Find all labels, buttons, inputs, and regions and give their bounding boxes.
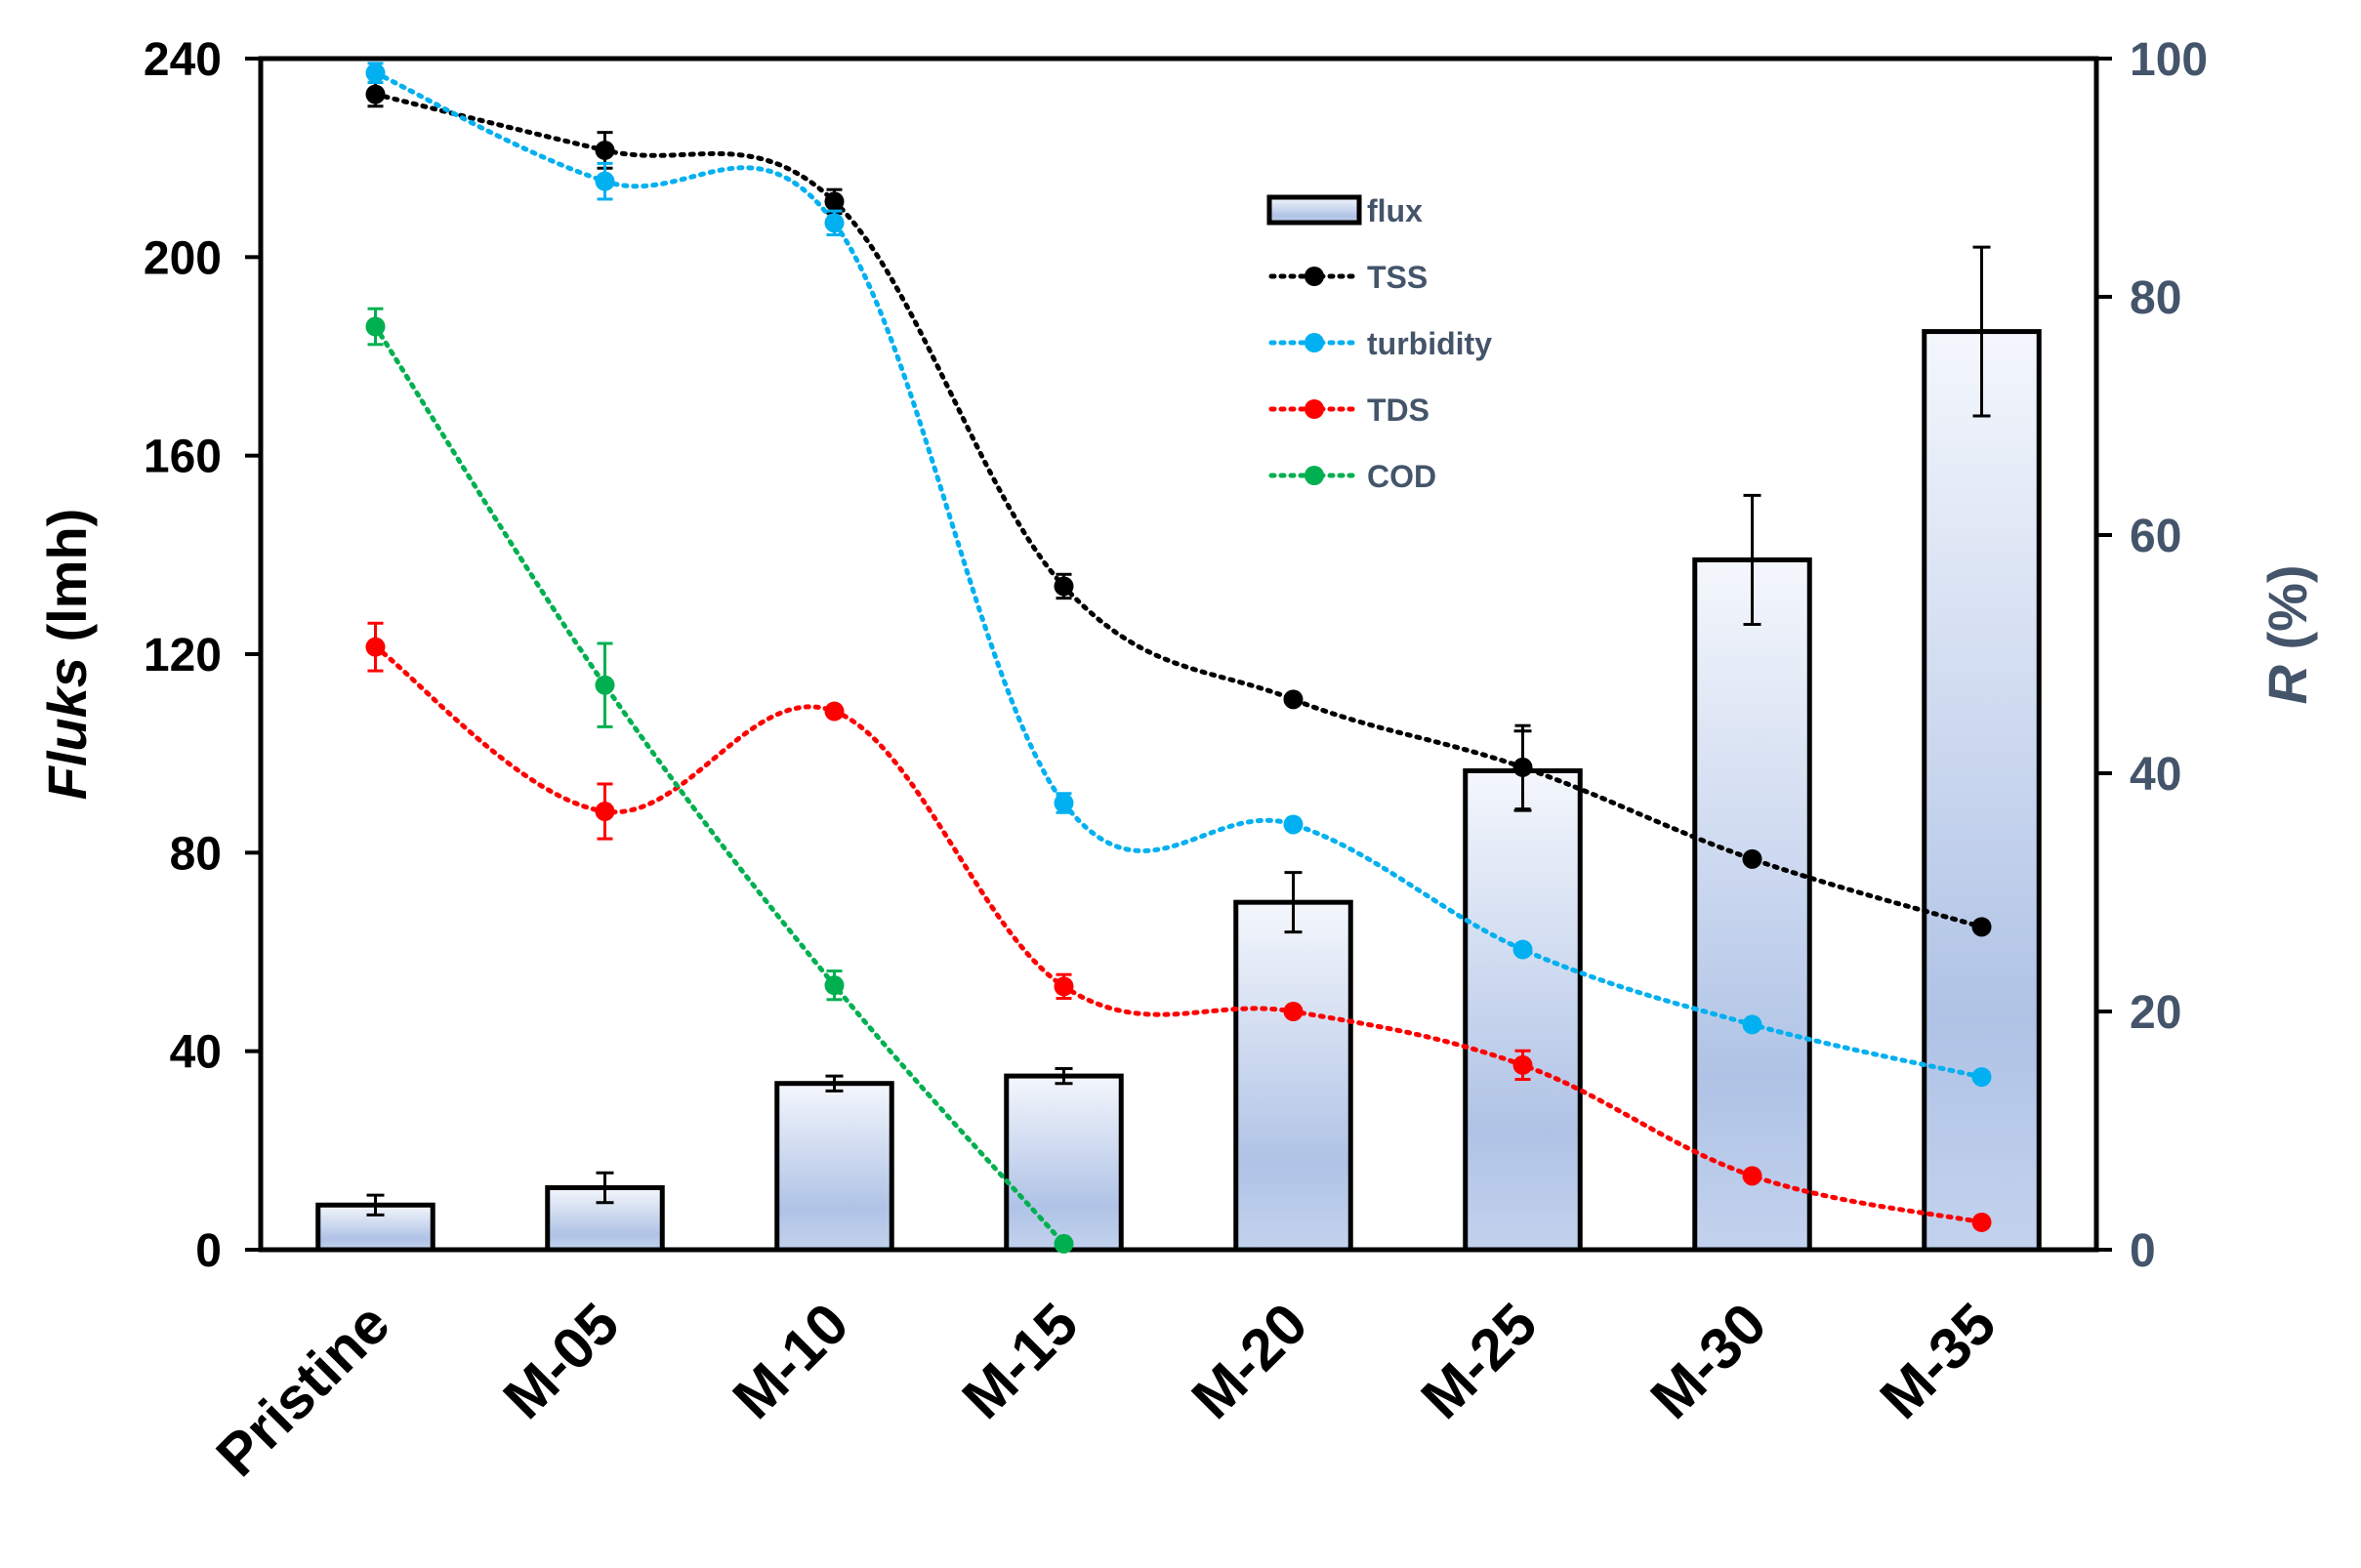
- bars-layer: [315, 245, 2042, 1253]
- tss-point-M-15: [1054, 576, 1074, 597]
- x-tick-M-25: M-25: [1409, 1291, 1550, 1431]
- tss-point-M-10: [824, 191, 845, 212]
- legend: flux TSS turbidity TDS COD: [1266, 193, 1492, 494]
- y-left-tick-120: 120: [144, 630, 222, 681]
- tds-point-M-05: [595, 802, 615, 822]
- y-axis-right-label: R (%): [2257, 564, 2318, 704]
- legend-swatch-marker: [1305, 267, 1324, 286]
- legend-item-tss: TSS: [1268, 260, 1428, 295]
- legend-label-tds: TDS: [1367, 392, 1429, 428]
- y-left-tick-160: 160: [144, 432, 222, 483]
- y-axis-left-label: Fluks (lmh): [36, 509, 98, 801]
- y-left-tick-200: 200: [144, 232, 222, 284]
- lines-layer: [365, 62, 1992, 1254]
- x-tick-M-20: M-20: [1180, 1291, 1320, 1431]
- tss-point-M-25: [1512, 757, 1533, 777]
- turbidity-point-M-10: [824, 213, 845, 233]
- flux-error-bar: [366, 1193, 385, 1217]
- x-tick-M-30: M-30: [1638, 1291, 1779, 1431]
- flux-bar-M-10: [774, 1081, 894, 1253]
- flux-error-bar: [1972, 245, 1991, 418]
- flux-error-bar: [1055, 1066, 1073, 1086]
- tss-point-M-30: [1742, 848, 1762, 869]
- flux-error-bar: [825, 1074, 844, 1093]
- tds-point-M-10: [824, 701, 845, 722]
- turbidity-point-M-15: [1054, 793, 1074, 813]
- turbidity-point-M-20: [1283, 814, 1304, 835]
- cod-point-M-15: [1054, 1233, 1074, 1254]
- turbidity-point-Pristine: [365, 62, 386, 83]
- x-tick-M-10: M-10: [721, 1291, 861, 1431]
- y-right-tick-100: 100: [2130, 34, 2208, 86]
- turbidity-point-M-30: [1742, 1014, 1762, 1035]
- y-right-tick-60: 60: [2130, 511, 2181, 562]
- y-left-tick-80: 80: [170, 828, 222, 880]
- legend-swatch-flux: [1266, 194, 1362, 226]
- turbidity-point-M-05: [595, 171, 615, 191]
- x-tick-M-35: M-35: [1868, 1291, 2009, 1431]
- turbidity-point-M-35: [1971, 1067, 1992, 1088]
- tss-point-M-35: [1971, 917, 1992, 937]
- y-left-tick-40: 40: [170, 1027, 222, 1079]
- flux-bar-M-20: [1233, 899, 1353, 1253]
- y-right-tick-80: 80: [2130, 272, 2181, 324]
- legend-item-tds: TDS: [1268, 392, 1429, 428]
- flux-error-bar: [1284, 871, 1303, 934]
- tds-point-M-25: [1512, 1054, 1533, 1075]
- cod-point-M-05: [595, 675, 615, 695]
- flux-bar-M-30: [1692, 557, 1812, 1253]
- legend-swatch-marker: [1305, 399, 1324, 419]
- flux-error-bar: [1743, 493, 1761, 626]
- turbidity-line: [373, 70, 1984, 1080]
- legend-swatch-marker: [1305, 333, 1324, 352]
- tds-point-Pristine: [365, 637, 386, 657]
- tds-point-M-20: [1283, 1002, 1304, 1021]
- flux-bar-M-35: [1922, 329, 2042, 1253]
- tss-point-M-05: [595, 140, 615, 160]
- legend-label-tss: TSS: [1367, 260, 1428, 295]
- flux-error-bar: [596, 1171, 614, 1205]
- y-right-tick-20: 20: [2130, 987, 2181, 1039]
- y-left-tick-0: 0: [195, 1225, 222, 1277]
- turbidity-point-M-25: [1512, 939, 1533, 960]
- legend-item-cod: COD: [1268, 459, 1436, 494]
- x-tick-M-05: M-05: [491, 1291, 632, 1431]
- y-right-tick-40: 40: [2130, 749, 2181, 801]
- plot-frame: [258, 56, 2099, 1253]
- legend-label-turbidity: turbidity: [1367, 326, 1492, 361]
- axes-layer: 0 40 80 120 160 200 240 0 20 40 60 80 100 Pristine M-0…: [144, 34, 2208, 1489]
- x-tick-M-15: M-15: [950, 1291, 1091, 1431]
- legend-item-flux: flux: [1266, 193, 1423, 228]
- tss-point-M-20: [1283, 689, 1304, 710]
- cod-point-Pristine: [365, 316, 386, 337]
- tds-point-M-30: [1742, 1166, 1762, 1186]
- flux-bar-M-15: [1004, 1073, 1124, 1253]
- y-right-tick-0: 0: [2130, 1225, 2156, 1277]
- legend-label-flux: flux: [1367, 193, 1423, 228]
- tds-point-M-15: [1054, 976, 1074, 997]
- legend-label-cod: COD: [1367, 459, 1436, 494]
- tss-point-Pristine: [365, 84, 386, 104]
- y-left-tick-240: 240: [144, 34, 222, 86]
- legend-item-turbidity: turbidity: [1268, 326, 1492, 361]
- cod-point-M-10: [824, 975, 845, 996]
- tds-line: [373, 644, 1984, 1225]
- tss-line: [373, 92, 1984, 929]
- tds-point-M-35: [1971, 1212, 1992, 1232]
- cod-line: [373, 324, 1066, 1247]
- legend-swatch-marker: [1305, 466, 1324, 485]
- x-tick-Pristine: Pristine: [204, 1291, 402, 1489]
- flux-bar-M-25: [1463, 767, 1583, 1253]
